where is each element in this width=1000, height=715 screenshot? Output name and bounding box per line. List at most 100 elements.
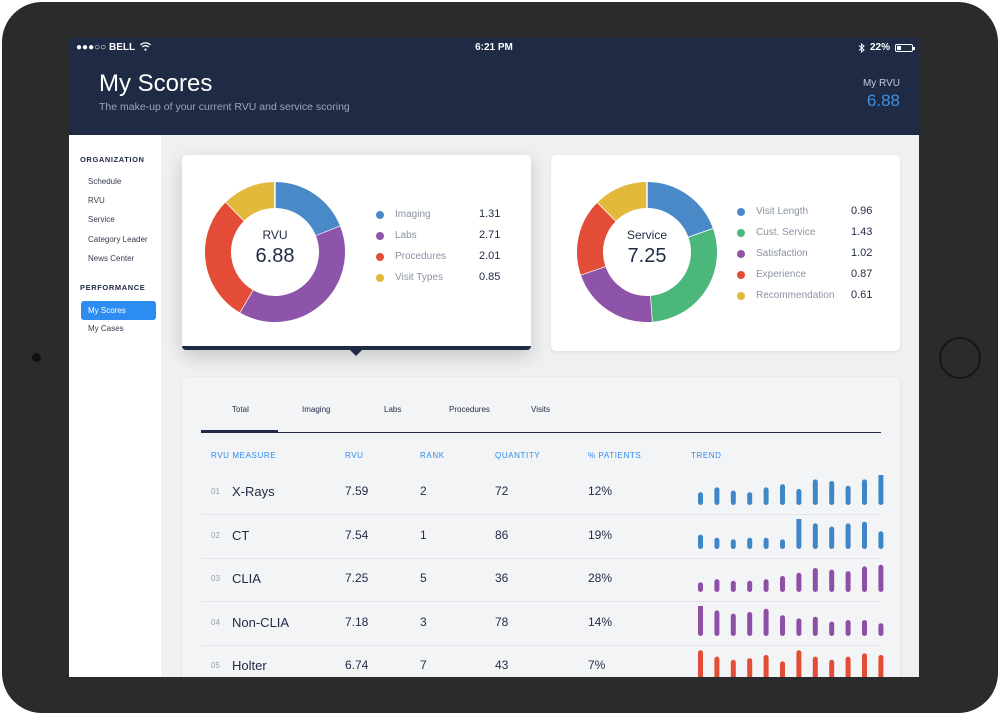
row-rvu: 7.54 (345, 528, 369, 542)
trend-bar (763, 608, 769, 636)
rvu-breakdown-card[interactable]: RVU 6.88 Imaging 1.31 Labs 2.71 Procedures 2.… (182, 155, 531, 356)
trend-bar (780, 484, 785, 505)
row-measure: Non-CLIA (232, 615, 290, 630)
sidebar-item-news-center[interactable]: News Center (88, 254, 135, 263)
service-breakdown-card[interactable]: Service 7.25 Visit Length 0.96 Cust. Servi… (551, 155, 900, 351)
legend-item: Recommendation 0.61 (737, 289, 881, 303)
legend-item: Cust. Service 1.43 (737, 226, 881, 240)
table-row[interactable]: 04 Non-CLIA 7.18 3 78 14% (201, 602, 884, 646)
sidebar-item-service[interactable]: Service (88, 215, 115, 224)
donut-separator (687, 227, 715, 239)
donut-segment-labs (239, 226, 345, 322)
trend-bar (714, 579, 720, 592)
trend-bar (845, 571, 851, 592)
legend-value: 2.01 (479, 250, 501, 262)
row-measure: CT (232, 528, 250, 543)
legend-dot (737, 229, 745, 237)
my-rvu-value: 6.88 (866, 91, 900, 110)
trend-bar (796, 519, 802, 549)
trend-bar (878, 655, 884, 677)
rvu-donut-label: RVU (262, 228, 288, 242)
row-rvu: 7.18 (345, 615, 369, 629)
front-camera (32, 353, 41, 362)
legend-label: Labs (395, 230, 417, 241)
row-measure: CLIA (232, 571, 261, 586)
table-row[interactable]: 01 X-Rays 7.59 2 72 12% (201, 471, 884, 515)
row-quantity: 43 (495, 658, 509, 672)
tab-total[interactable]: Total (232, 405, 249, 414)
row-measure: X-Rays (232, 484, 275, 499)
trend-bar (763, 579, 769, 592)
trend-bar (747, 492, 753, 505)
trend-bar (796, 572, 802, 592)
table-row[interactable]: 05 Holter 6.74 7 43 7% (201, 645, 884, 677)
trend-sparkbar (698, 564, 884, 592)
legend-value: 0.87 (851, 268, 873, 280)
column-header-measure[interactable]: RVU MEASURE (211, 451, 277, 460)
legend-item: Visit Types 0.85 (376, 271, 509, 285)
trend-bar (730, 580, 736, 592)
trend-bar (698, 534, 703, 549)
donut-segment-experience (577, 202, 617, 275)
row-measure: Holter (232, 658, 267, 673)
home-button[interactable] (939, 337, 981, 379)
service-donut-label: Service (626, 228, 667, 242)
status-bar: ●●●○○ BELL 6:21 PM 22% (69, 38, 919, 56)
donut-segment-cust-service (649, 228, 717, 322)
trend-bar (829, 621, 835, 636)
trend-bar (862, 620, 867, 636)
table-row[interactable]: 02 CT 7.54 1 86 19% (201, 515, 884, 559)
service-donut-value: 7.25 (627, 245, 667, 267)
legend-dot (376, 232, 384, 240)
sidebar-section-performance: PERFORMANCE (80, 283, 146, 292)
legend-value: 1.31 (479, 208, 501, 220)
tab-visits[interactable]: Visits (531, 405, 550, 414)
trend-bar (812, 523, 818, 549)
trend-bar (698, 650, 703, 677)
sidebar-item-my-cases[interactable]: My Cases (88, 324, 124, 333)
trend-sparkbar (698, 475, 884, 505)
legend-label: Recommendation (756, 290, 835, 301)
legend-value: 0.61 (851, 289, 873, 301)
trend-bar (812, 616, 818, 636)
row-rank: 2 (420, 484, 427, 498)
trend-bar (862, 653, 867, 677)
row-patients: 12% (588, 484, 613, 498)
tab-imaging[interactable]: Imaging (302, 405, 331, 414)
trend-bar (796, 650, 802, 677)
sidebar-item-category-leader[interactable]: Category Leader (88, 235, 148, 244)
card-active-bar (182, 346, 531, 350)
tab-labs[interactable]: Labs (384, 405, 402, 414)
column-header-patients[interactable]: % PATIENTS (588, 451, 642, 460)
row-patients: 7% (588, 658, 606, 672)
trend-bar (714, 656, 720, 677)
trend-bar (845, 523, 851, 549)
legend-item: Visit Length 0.96 (737, 205, 881, 219)
trend-bar (829, 481, 835, 505)
sidebar-item-rvu[interactable]: RVU (88, 196, 105, 205)
donut-segment-visit-types (225, 182, 276, 222)
column-header-rank[interactable]: RANK (420, 451, 445, 460)
trend-bar (796, 489, 802, 505)
trend-bar (878, 531, 884, 549)
page-header: My Scores The make-up of your current RV… (69, 38, 919, 135)
column-header-quantity[interactable]: QUANTITY (495, 451, 541, 460)
trend-bar (829, 526, 835, 549)
tab-procedures[interactable]: Procedures (449, 405, 490, 414)
legend-value: 0.96 (851, 205, 873, 217)
column-header-rvu[interactable]: RVU (345, 451, 364, 460)
trend-bar (878, 623, 884, 636)
trend-bar (829, 659, 835, 677)
donut-separator (649, 294, 653, 322)
trend-bar (714, 537, 720, 549)
trend-bar (730, 490, 736, 505)
trend-sparkbar (698, 606, 884, 636)
battery-percent: 22% (869, 42, 890, 53)
carrier-signal: ●●●○○ BELL (76, 42, 151, 53)
row-index: 01 (211, 487, 220, 496)
trend-bar (698, 582, 703, 592)
sidebar-item-my-scores[interactable]: My Scores (81, 301, 156, 320)
sidebar-item-schedule[interactable]: Schedule (88, 177, 122, 186)
table-row[interactable]: 03 CLIA 7.25 5 36 28% (201, 558, 884, 602)
sidebar-section-organization: ORGANIZATION (80, 155, 145, 164)
